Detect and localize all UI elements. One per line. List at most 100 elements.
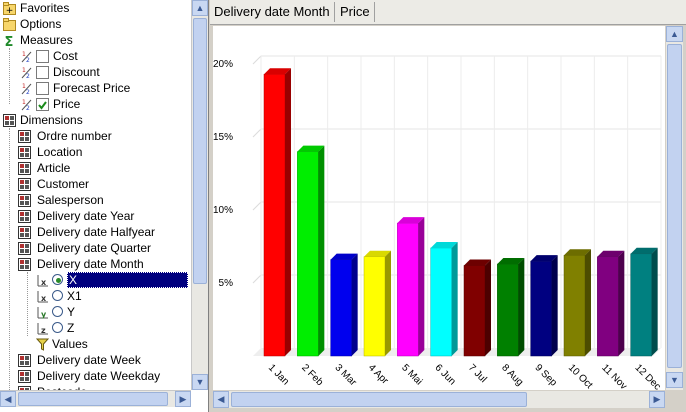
dimension-item[interactable]: Delivery date Halfyear [18, 224, 190, 240]
dimension-item[interactable]: Postcode [18, 384, 190, 390]
dimension-label: Delivery date Halfyear [37, 225, 156, 239]
tree-panel: + Favorites Options Σ Measures 1 2 Cost 1 2 D… [0, 0, 209, 412]
gridline [252, 274, 262, 284]
axis-label: Y [67, 305, 76, 319]
dimension-label: Postcode [37, 384, 87, 390]
tree-horizontal-scrollbar[interactable]: ◀ ▶ [0, 390, 191, 407]
y-tick-label: 10% [213, 205, 233, 216]
axis-radio[interactable] [52, 306, 63, 317]
dimension-item[interactable]: Delivery date Month [18, 256, 190, 272]
y-tick-label: 15% [213, 132, 233, 143]
measure-checkbox[interactable] [36, 66, 49, 79]
bar-side [585, 249, 591, 356]
dimension-item[interactable]: Salesperson [18, 192, 190, 208]
axis-icon: y [37, 307, 48, 319]
scroll-right-button[interactable]: ▶ [175, 391, 191, 407]
tree-item-label: Measures [20, 33, 73, 47]
tree-item-values[interactable]: Values [18, 336, 190, 352]
bar-top [464, 259, 491, 266]
bar-side [385, 250, 391, 356]
dimension-icon [18, 354, 31, 367]
dimension-label: Location [37, 145, 83, 159]
scroll-thumb[interactable] [18, 392, 168, 406]
x-tick-label: 7 Jul [466, 362, 489, 385]
scroll-up-button[interactable]: ▲ [666, 26, 683, 42]
dimension-item[interactable]: Delivery date Week [18, 352, 190, 368]
axis-radio[interactable] [52, 274, 63, 285]
scroll-thumb[interactable] [231, 392, 527, 407]
dimension-item[interactable]: Delivery date Quarter [18, 240, 190, 256]
chart-vertical-scrollbar[interactable]: ▲ ▼ [666, 26, 683, 390]
tab-price[interactable]: Price [336, 2, 375, 22]
dimension-item[interactable]: Article [18, 160, 190, 176]
svg-text:x: x [41, 278, 47, 287]
x-tick-label: 9 Sep [533, 362, 560, 389]
axis-icon: z [37, 323, 48, 335]
tab-delivery-date-month[interactable]: Delivery date Month [210, 2, 335, 22]
y-tick-label: 5% [219, 278, 234, 289]
bar [297, 151, 319, 357]
tree-item-measures[interactable]: Σ Measures [0, 32, 190, 48]
measure-checkbox[interactable] [36, 98, 49, 111]
measure-item[interactable]: 1 2 Price [18, 96, 190, 112]
dimension-icon [18, 162, 31, 175]
measure-checkbox[interactable] [36, 82, 49, 95]
x-tick-label: 8 Aug [499, 362, 525, 388]
x-tick-label: 1 Jan [266, 362, 291, 387]
x-tick-label: 6 Jun [433, 362, 458, 387]
svg-text:2: 2 [26, 89, 30, 95]
bar-side [351, 253, 358, 356]
scroll-left-button[interactable]: ◀ [213, 391, 229, 408]
scroll-right-button[interactable]: ▶ [649, 391, 665, 408]
tree-item-favorites[interactable]: + Favorites [0, 0, 190, 16]
chart-area: 5% 10% 15% 20% 1 Jan 2 Feb 3 Mar 4 Apr 5 Mai 6 Ju… [213, 26, 665, 393]
scroll-down-button[interactable]: ▼ [666, 372, 683, 388]
measure-label: Cost [53, 49, 78, 63]
dimension-label: Delivery date Year [37, 209, 135, 223]
tree-item-options[interactable]: Options [0, 16, 190, 32]
measure-item[interactable]: 1 2 Forecast Price [18, 80, 190, 96]
tree-item-dimensions[interactable]: Dimensions [0, 112, 190, 128]
scroll-up-button[interactable]: ▲ [192, 0, 208, 16]
measure-label: Forecast Price [53, 81, 131, 95]
axis-item[interactable]: x X1 [36, 288, 190, 304]
bar-top [397, 217, 425, 224]
tree-item-label: Values [52, 337, 88, 351]
dimension-icon [18, 370, 31, 383]
bar [263, 73, 286, 357]
bar [563, 255, 586, 357]
tree-vertical-scrollbar[interactable]: ▲ ▼ [191, 0, 208, 390]
dimension-icon [18, 226, 31, 239]
bar-side [451, 241, 458, 356]
bar [497, 263, 519, 357]
measure-checkbox[interactable] [36, 50, 49, 63]
y-tick-label: 20% [213, 59, 233, 70]
scroll-down-button[interactable]: ▼ [192, 374, 208, 390]
axis-radio[interactable] [52, 322, 63, 333]
measure-icon: 12 [21, 99, 32, 111]
x-tick-label: 4 Apr [366, 362, 391, 387]
axis-icon: x [37, 291, 48, 303]
tab-bar: Delivery date Month Price [210, 0, 686, 25]
chart-horizontal-scrollbar[interactable]: ◀ ▶ [213, 391, 665, 408]
scroll-thumb[interactable] [667, 44, 682, 368]
svg-text:Σ: Σ [5, 35, 14, 47]
scroll-left-button[interactable]: ◀ [0, 391, 16, 407]
dimension-item[interactable]: Ordre number [18, 128, 190, 144]
measure-item[interactable]: 1 2 Cost [18, 48, 190, 64]
measure-item[interactable]: 1 2 Discount [18, 64, 190, 80]
tree-item-label: Favorites [20, 1, 70, 15]
scroll-thumb[interactable] [193, 18, 207, 284]
x-tick-label: 12 Dec [633, 362, 663, 390]
dimension-label: Delivery date Month [37, 257, 144, 271]
dimension-item[interactable]: Delivery date Weekday [18, 368, 190, 384]
dimension-item[interactable]: Location [18, 144, 190, 160]
axis-radio[interactable] [52, 290, 63, 301]
dimension-item[interactable]: Customer [18, 176, 190, 192]
dimension-item[interactable]: Delivery date Year [18, 208, 190, 224]
dimension-label: Delivery date Quarter [37, 241, 152, 255]
bar-top [597, 250, 625, 257]
